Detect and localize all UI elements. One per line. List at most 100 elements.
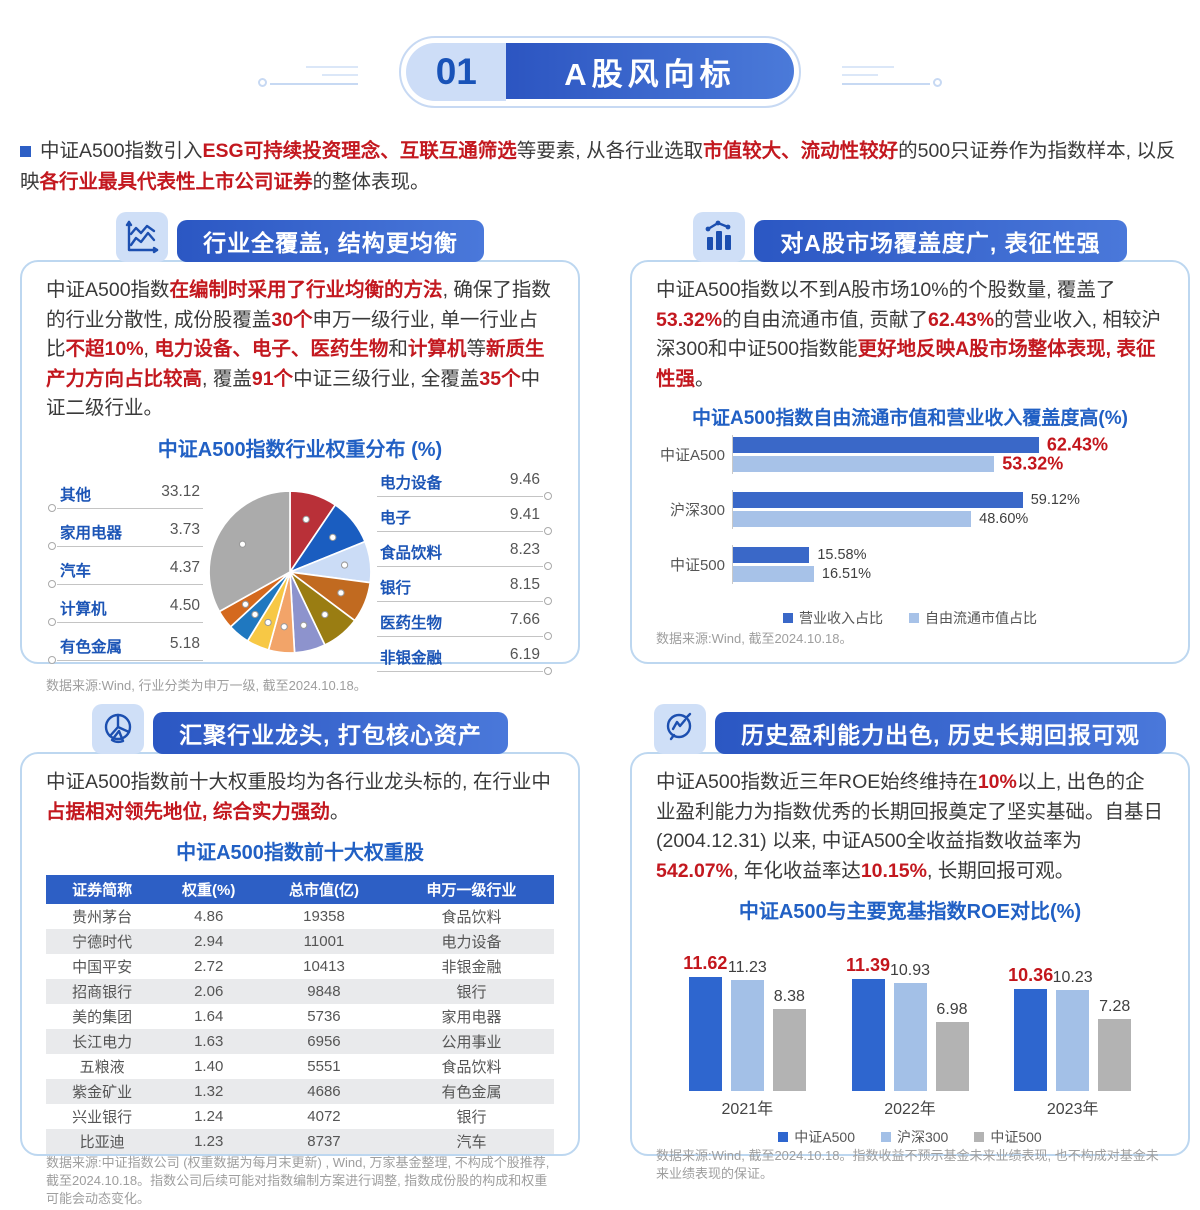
table-cell: 19358 <box>303 908 345 925</box>
pie-label: 家用电器 3.73 <box>48 521 203 550</box>
pie-marker <box>280 622 288 630</box>
magnifier-chart-icon <box>654 704 707 754</box>
panel-holdings: 汇聚行业龙头, 打包核心资产 中证A500指数前十大权重股均为各行业龙头标的, … <box>20 704 580 1206</box>
pie-label-value: 9.41 <box>509 506 540 523</box>
roe-bar-value: 7.28 <box>1099 998 1131 1016</box>
legend-item: 自由流通市值占比 <box>909 608 1037 628</box>
table-row: 兴业银行 1.24 4072 银行 <box>46 1104 554 1129</box>
table-cell: 10413 <box>303 958 345 975</box>
pie-labels-left: 其他 33.12 家用电器 3.73 汽车 4.37 计算机 4.50 有色金属 5.18 <box>48 477 203 667</box>
panel-industry-title: 行业全覆盖, 结构更均衡 <box>177 220 484 262</box>
roe-bar-value: 6.98 <box>936 1001 968 1019</box>
pie-labels-right: 电力设备 9.46 电子 9.41 食品饮料 8.23 银行 8.15 医药生物 7.66 非银金融… <box>377 467 552 677</box>
coverage-bar-group: 中证500 15.58% 16.51% <box>656 545 1164 584</box>
coverage-bar <box>733 437 1039 453</box>
table-row: 紫金矿业 1.32 4686 有色金属 <box>46 1079 554 1104</box>
pie-label-value: 8.23 <box>509 541 540 558</box>
decorative-line-left <box>258 36 368 108</box>
table-body: 贵州茅台 4.86 19358 食品饮料 宁德时代 2.94 11001 电力设备 中国平安 2.… <box>46 904 554 1154</box>
panel-industry-footnote: 数据来源:Wind, 行业分类为申万一级, 截至2024.10.18。 <box>46 677 367 693</box>
pie-label-name: 非银金融 <box>380 650 443 667</box>
table-cell: 4072 <box>307 1108 341 1125</box>
pie-marker <box>300 621 308 629</box>
panel-coverage-title: 对A股市场覆盖度广, 表征性强 <box>754 220 1127 262</box>
pie-label-name: 计算机 <box>60 600 107 618</box>
table-row: 长江电力 1.63 6956 公用事业 <box>46 1029 554 1054</box>
roe-bar-group: 10.36 10.23 7.28 <box>991 943 1154 1091</box>
coverage-bar-track: 48.60% <box>733 511 1076 527</box>
decorative-circle <box>258 78 267 87</box>
table-cell: 1.23 <box>158 1129 260 1154</box>
table-cell: 家用电器 <box>441 1009 502 1026</box>
table-head: 证券简称 权重(%) 总市值(亿) 申万一级行业 <box>46 875 554 904</box>
roe-bar <box>851 978 885 1091</box>
coverage-bar-value: 16.51% <box>821 566 872 582</box>
table-cell: 4.86 <box>194 908 224 925</box>
panel-coverage: 对A股市场覆盖度广, 表征性强 中证A500指数以不到A股市场10%的个股数量,… <box>630 212 1190 664</box>
table-cell: 紫金矿业 <box>46 1079 159 1104</box>
decorative-line <box>842 83 930 85</box>
table-row: 招商银行 2.06 9848 银行 <box>46 979 554 1004</box>
roe-bar-column: 7.28 <box>1098 998 1132 1091</box>
holdings-table-title: 中证A500指数前十大权重股 <box>176 842 424 864</box>
section-number: 01 <box>406 43 507 101</box>
roe-bar-column: 10.36 <box>1008 965 1053 1091</box>
hero-header: 01 A股风向标 <box>0 36 1200 108</box>
roe-bar-value: 11.23 <box>727 959 767 977</box>
legend-swatch <box>974 1132 985 1142</box>
roe-categories: 2021年 2022年 2023年 <box>656 1095 1164 1119</box>
table-cell: 五粮液 <box>79 1059 125 1076</box>
decorative-line <box>270 83 358 85</box>
panel-roe-title: 历史盈利能力出色, 历史长期回报可观 <box>715 712 1166 754</box>
coverage-bar-track: 15.58% <box>733 547 1076 563</box>
pie-marker <box>337 588 345 596</box>
pie-marker <box>329 533 337 541</box>
table-cell: 6956 <box>259 1029 389 1054</box>
pie-label-value: 33.12 <box>161 482 200 500</box>
table-cell: 非银金融 <box>441 959 502 976</box>
table-cell: 5551 <box>307 1058 341 1075</box>
coverage-category-label: 中证A500 <box>659 447 725 464</box>
coverage-bar-track: 62.43% <box>733 435 1108 455</box>
panel-roe-header: 历史盈利能力出色, 历史长期回报可观 <box>632 704 1188 754</box>
pie-marker <box>251 610 259 618</box>
panel-grid: 行业全覆盖, 结构更均衡 中证A500指数在编制时采用了行业均衡的方法, 确保了… <box>20 212 1190 1206</box>
table-cell: 5736 <box>307 1008 341 1025</box>
pie-marker <box>241 600 250 608</box>
pie-marker <box>321 610 329 618</box>
pie-label: 其他 33.12 <box>48 482 203 512</box>
table-header-cell: 证券简称 <box>46 875 159 904</box>
coverage-bar-value: 48.60% <box>979 511 1029 527</box>
table-cell: 2.94 <box>158 929 260 954</box>
roe-bar <box>935 1022 969 1091</box>
column-chart-icon <box>693 212 746 262</box>
coverage-bar <box>733 511 972 527</box>
pie-marker <box>264 618 272 626</box>
coverage-legend: 营业收入占比 自由流通市值占比 <box>656 608 1164 628</box>
pie-label-name: 其他 <box>60 486 92 504</box>
coverage-bar-track: 53.32% <box>733 454 1076 474</box>
pie-label: 非银金融 6.19 <box>377 646 552 675</box>
pie-marker <box>238 540 247 548</box>
legend-label: 营业收入占比 <box>799 610 883 626</box>
decorative-dash <box>842 74 878 76</box>
pie-label-value: 9.46 <box>509 471 540 488</box>
table-cell: 11001 <box>259 929 389 954</box>
legend-label: 自由流通市值占比 <box>925 610 1037 626</box>
panel-coverage-text: 中证A500指数以不到A股市场10%的个股数量, 覆盖了53.32%的自由流通市… <box>656 279 1161 390</box>
table-cell: 4686 <box>259 1079 389 1104</box>
pie-label-value: 8.15 <box>509 576 540 593</box>
table-header-cell: 总市值(亿) <box>259 875 389 904</box>
table-cell: 美的集团 <box>72 1009 133 1026</box>
roe-bar-value: 11.62 <box>683 952 728 973</box>
table-cell: 招商银行 <box>46 979 159 1004</box>
panel-coverage-header: 对A股市场覆盖度广, 表征性强 <box>632 212 1188 262</box>
table-cell: 中国平安 <box>72 959 133 976</box>
page-title: A股风向标 <box>506 43 794 99</box>
table-header-cell: 申万一级行业 <box>388 875 554 904</box>
panel-holdings-footnote: 数据来源:中证指数公司 (权重数据为每月末更新) , Wind, 万家基金整理,… <box>46 1155 550 1206</box>
table-row: 中国平安 2.72 10413 非银金融 <box>46 954 554 979</box>
panel-holdings-title: 汇聚行业龙头, 打包核心资产 <box>153 712 508 754</box>
roe-bar-column: 10.23 <box>1053 969 1093 1091</box>
pie-marker <box>340 560 349 569</box>
